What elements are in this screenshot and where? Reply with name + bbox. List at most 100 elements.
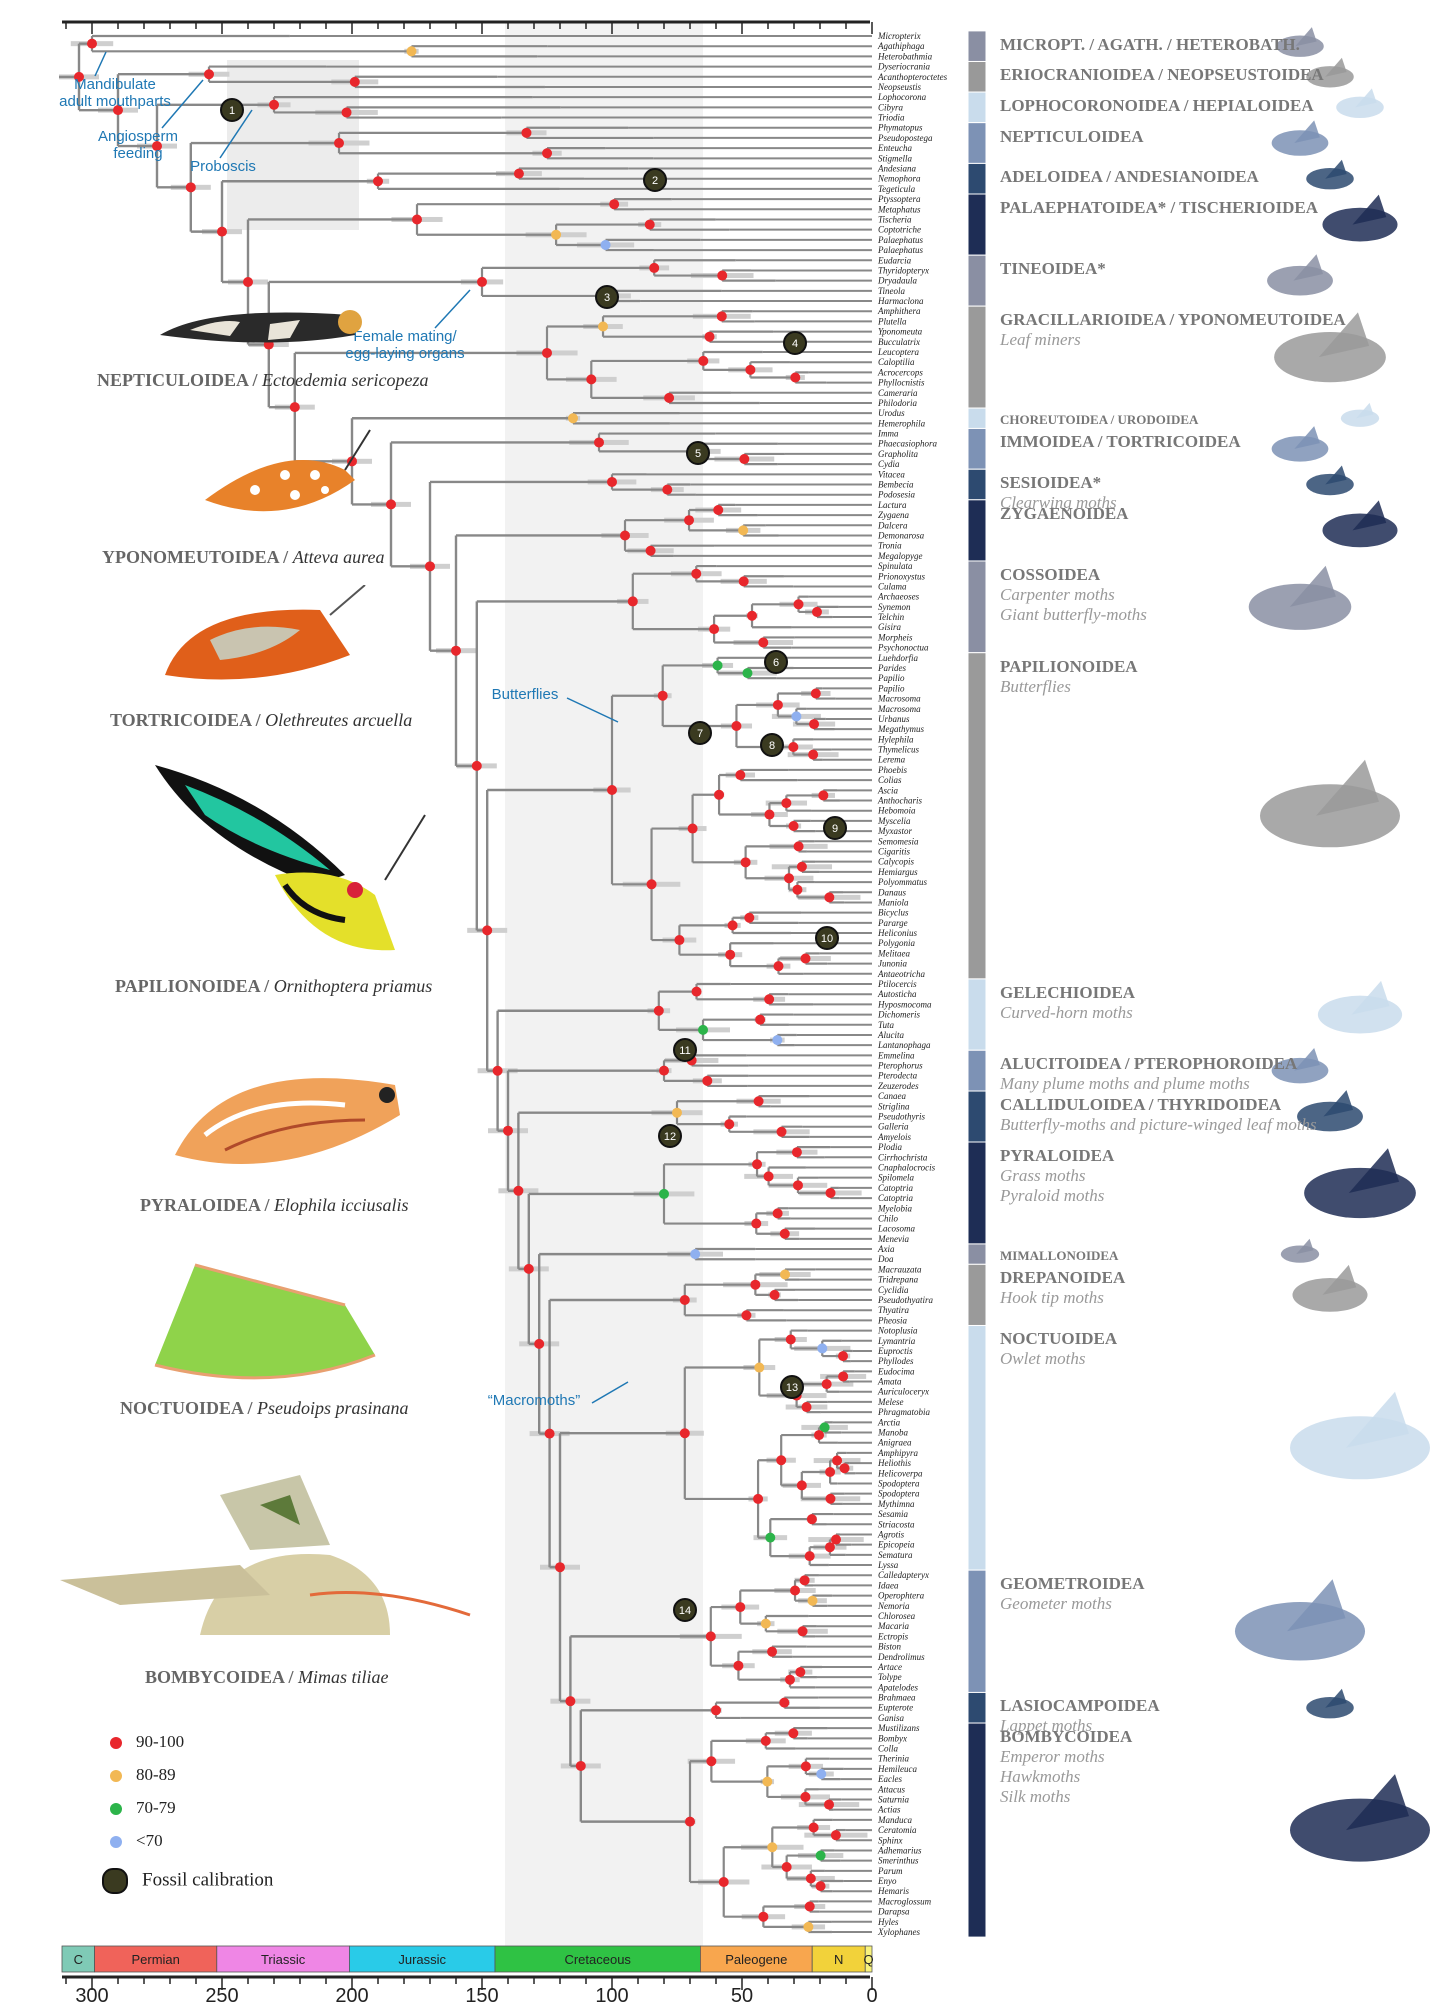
taxon-label: Phoebis — [877, 765, 907, 775]
moth-wing — [1325, 465, 1347, 485]
fossil-marker — [780, 1375, 804, 1399]
support-node — [649, 262, 660, 273]
taxon-labels: MicropterixAgathiphagaHeterobathmiaDyser… — [877, 31, 948, 1937]
taxon-label: Dichomeris — [877, 1010, 920, 1020]
moth-wing — [1346, 1774, 1409, 1831]
taxon-label: Xylophanes — [877, 1927, 920, 1937]
moth-wing — [1323, 1090, 1354, 1117]
support-node — [781, 1862, 792, 1873]
fossil-marker — [783, 331, 807, 355]
clade-bar — [967, 1691, 987, 1724]
clade-common-name: Butterfly-moths and picture-winged leaf … — [1000, 1115, 1317, 1135]
clade-bar — [967, 499, 987, 562]
taxon-label: Ectropis — [877, 1631, 909, 1641]
taxon-label: Manoba — [877, 1428, 908, 1438]
support-node — [772, 699, 783, 710]
clade-common-name: Butterflies — [1000, 676, 1071, 696]
clade-common-name: Clearwing moths — [1000, 493, 1117, 513]
support-node — [824, 1799, 835, 1810]
support-node — [644, 219, 655, 230]
support-node — [684, 515, 695, 526]
clade-label: LASIOCAMPOIDEA Lappet moths — [1000, 1696, 1160, 1736]
taxon-label: Sesamia — [878, 1509, 908, 1519]
support-node — [765, 1532, 776, 1543]
taxon-label: Saturnia — [878, 1794, 910, 1804]
support-node — [406, 46, 417, 57]
fossil-number: 8 — [769, 740, 775, 752]
support-node — [810, 688, 821, 699]
annotation-proboscis: Proboscis — [190, 158, 256, 175]
legend-dot — [110, 1737, 122, 1750]
fossil-number: 7 — [697, 728, 703, 740]
moth-silhouette — [1290, 1798, 1430, 1862]
clade-common-name: Curved-horn moths — [1000, 1002, 1133, 1022]
clade-common-name: Silk moths — [1000, 1787, 1071, 1807]
taxon-label: Agathiphaga — [877, 41, 925, 51]
taxon-label: Prionoxystus — [877, 571, 925, 581]
era-label: Triassic — [261, 1952, 306, 1967]
support-node — [751, 1218, 762, 1229]
moth-wing — [1294, 120, 1320, 144]
moth-silhouette — [1248, 583, 1352, 630]
clade-bar — [967, 122, 987, 164]
support-node — [796, 1480, 807, 1491]
taxon-label: Papilio — [877, 683, 905, 693]
taxon-label: Plodia — [877, 1142, 902, 1152]
support-node — [698, 355, 709, 366]
taxon-label: Thyatira — [878, 1305, 910, 1315]
support-node — [609, 199, 620, 210]
taxon-label: Spodoptera — [878, 1478, 920, 1488]
taxon-label: Artace — [877, 1662, 902, 1672]
taxon-label: Dendrolimus — [877, 1652, 925, 1662]
taxon-label: Eacles — [877, 1774, 902, 1784]
clade-common-name: Lappet moths — [1000, 1716, 1093, 1736]
support-node — [717, 270, 728, 281]
moth-wing — [1293, 254, 1324, 281]
support-node — [814, 1430, 825, 1441]
clade-label: MIMALLONOIDEA — [1000, 1248, 1118, 1264]
era-label: N — [834, 1952, 843, 1967]
moth-wing — [1325, 57, 1347, 77]
taxon-label: Archaeoses — [877, 592, 920, 602]
support-node — [824, 892, 835, 903]
taxon-label: Demonarosa — [877, 530, 925, 540]
clade-bar — [967, 1569, 987, 1693]
support-node — [808, 1822, 819, 1833]
clade-name: ADELOIDEA / ANDESIANOIDEA — [1000, 167, 1259, 187]
support-node — [800, 1791, 811, 1802]
backbone-node — [555, 1562, 565, 1573]
support-node — [742, 668, 753, 679]
taxon-label: Grapholita — [878, 449, 919, 459]
clade-common-name: Emperor moths — [1000, 1747, 1105, 1767]
taxon-label: Canaea — [878, 1091, 906, 1101]
support-node — [702, 1075, 713, 1086]
taxon-label: Anthocharis — [877, 796, 922, 806]
taxon-label: Helicoverpa — [877, 1468, 923, 1478]
support-node — [790, 1585, 801, 1596]
taxon-label: Spilomela — [878, 1173, 914, 1183]
support-node — [741, 1310, 752, 1321]
taxon-label: Amphithera — [877, 306, 921, 316]
moth-silhouette — [1306, 1697, 1354, 1719]
era-label: Paleogene — [725, 1952, 787, 1967]
clade-common-name: Geometer moths — [1000, 1594, 1112, 1614]
support-node — [704, 331, 715, 342]
backbone-node — [471, 760, 482, 771]
support-node — [747, 610, 758, 621]
clade-label: NEPTICULOIDEA — [1000, 127, 1144, 147]
backbone-node — [217, 226, 227, 237]
support-node — [838, 1351, 849, 1362]
taxon-label: Bicyclus — [878, 908, 909, 918]
moth-wing — [1346, 1391, 1409, 1448]
clade-bar — [967, 652, 987, 980]
taxon-label: Dalcera — [877, 520, 908, 530]
clade-name: PAPILIONOIDEA — [1000, 656, 1138, 676]
support-node — [87, 38, 97, 49]
taxon-label: Cnaphalocrocis — [878, 1162, 936, 1172]
clade-label: LOPHOCORONOIDEA / HEPIALOIDEA — [1000, 96, 1314, 116]
moth-wing — [1348, 1148, 1400, 1193]
support-node — [659, 1065, 669, 1076]
support-node — [793, 599, 804, 610]
moth-wing — [1351, 980, 1390, 1015]
